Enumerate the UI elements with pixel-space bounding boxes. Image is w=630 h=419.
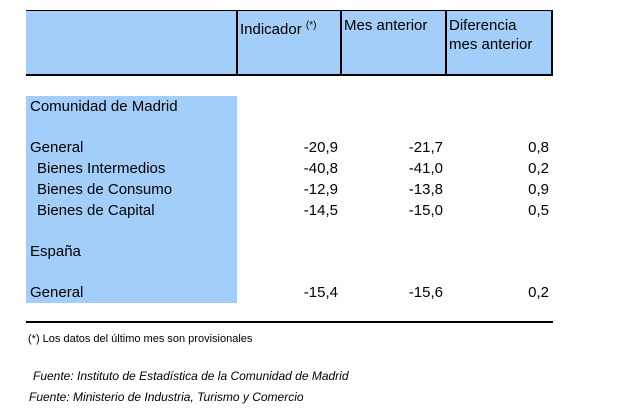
cell-diff: 0,8 (528, 139, 549, 156)
table-header-bottom-border (26, 74, 553, 76)
header-divider-4 (551, 10, 553, 75)
section-title-madrid: Comunidad de Madrid (30, 98, 178, 115)
cell-prev-month: -41,0 (408, 160, 443, 177)
cell-indicator: -20,9 (303, 139, 338, 156)
cell-indicator: -40,8 (303, 160, 338, 177)
header-diferencia-line2: mes anterior (449, 36, 533, 53)
row-label-bienes-consumo: Bienes de Consumo (37, 181, 173, 198)
header-divider-2 (340, 10, 342, 75)
cell-prev-month: -21,7 (408, 139, 443, 156)
cell-prev-month: -15,6 (408, 284, 443, 301)
section-title-espana: España (30, 243, 81, 260)
footnote: (*) Los datos del último mes son provisi… (28, 333, 253, 345)
source-line-1: Fuente: Instituto de Estadística de la C… (33, 369, 349, 383)
row-label-general-espana: General (30, 284, 84, 301)
row-label-general-madrid: General (30, 139, 84, 156)
cell-indicator: -14,5 (303, 202, 338, 219)
cell-prev-month: -13,8 (408, 181, 443, 198)
cell-indicator: -15,4 (303, 284, 338, 301)
header-mes-anterior: Mes anterior (344, 17, 428, 34)
source-line-2: Fuente: Ministerio de Industria, Turismo… (29, 390, 304, 404)
header-indicador-note: (*) (305, 20, 317, 31)
cell-indicator: -12,9 (303, 181, 338, 198)
cell-diff: 0,2 (528, 284, 549, 301)
header-indicador-label: Indicador (240, 21, 302, 38)
header-diferencia-line1: Diferencia (449, 17, 517, 34)
header-divider-3 (445, 10, 447, 75)
table-header-band (26, 10, 553, 75)
row-label-band (26, 96, 237, 303)
cell-prev-month: -15,0 (408, 202, 443, 219)
cell-diff: 0,5 (528, 202, 549, 219)
table-top-border (26, 10, 553, 11)
cell-diff: 0,9 (528, 181, 549, 198)
table-bottom-border (26, 321, 553, 323)
cell-diff: 0,2 (528, 160, 549, 177)
header-divider-1 (236, 10, 238, 75)
row-label-bienes-capital: Bienes de Capital (37, 202, 155, 219)
header-diferencia: Diferencia mes anterior (449, 16, 532, 54)
row-label-bienes-intermedios: Bienes Intermedios (37, 160, 166, 177)
header-indicador: Indicador (*) (240, 16, 316, 39)
